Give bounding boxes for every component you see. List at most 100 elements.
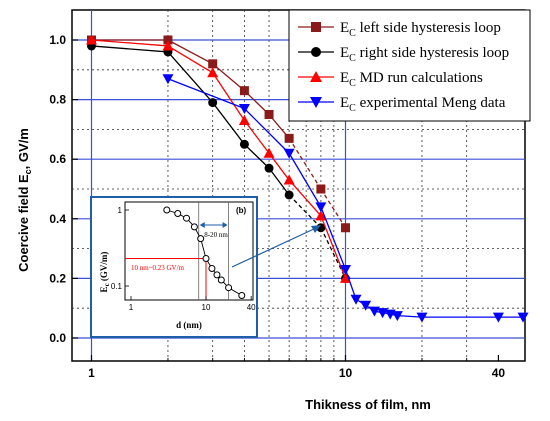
series-1-segment [167,39,213,65]
series-3-segment [91,39,169,47]
y-tick-label: 0.4 [49,212,66,226]
legend-label-prefix: E [340,95,349,111]
data-series [86,34,529,323]
inset-x-tick-label: 1 [129,303,134,312]
series-3-segment [167,45,214,74]
series-3-segment [288,179,322,217]
legend-label: EC experimental Meng data [340,95,506,114]
legend-label-sub: C [349,78,356,89]
series-4-segment [243,108,290,154]
inset-marker [213,271,221,279]
series-2-marker [239,139,249,149]
x-axis-title: Thikness of film, nm [305,397,431,412]
inset-y-tick-label: 1 [118,206,123,215]
legend-label-text: experimental Meng data [356,95,506,111]
legend-label-text: right side hysteresis loop [356,45,509,61]
inset-y-axis-title-unit: (GV/m) [99,252,109,284]
inset-x-axis-title: d (nm) [176,320,202,330]
legend-label: EC MD run calculations [340,70,483,89]
series-3-marker [238,114,250,125]
legend-marker [311,47,321,57]
series-3-marker [86,34,97,45]
series-4-marker [391,311,403,322]
series-1-segment [212,63,245,92]
series-4-marker [340,264,351,275]
series-3 [86,34,351,283]
y-tick-label: 1.0 [49,33,66,47]
inset-content: 1 10 40 1 0.1 [111,202,256,312]
inset-pointer-arrow [231,227,317,268]
x-tick-label: 1 [88,366,95,380]
legend-label-prefix: E [340,70,349,86]
inset-range-annotation: 8-20 nm [204,231,228,239]
series-4-marker [315,202,327,213]
inset-marker [208,264,216,272]
series-4-segment [320,206,347,270]
series-4-marker [517,312,529,323]
legend-label-text: MD run calculations [356,70,483,86]
y-tick-label: 0.2 [49,271,66,285]
series-1-marker [284,133,294,143]
legend-label: EC left side hysteresis loop [340,20,501,39]
series-3-segment [320,215,347,279]
series-3-segment [243,120,270,154]
legend-marker [310,97,322,108]
inset-marker [163,206,171,214]
inset-y-axis-title-main: E [99,286,109,292]
inset-y-axis-title-sub: c [103,283,111,286]
series-4-marker [350,294,362,305]
series-4-marker [162,74,174,85]
inset-marker [183,214,191,222]
inset-range-arrowhead-left [199,222,205,228]
axes: 0.0 0.2 0.4 0.6 0.8 1.0 1 10 40 [49,33,505,380]
series-2-segment [91,45,169,53]
inset-marker [225,284,233,292]
series-2-segment [320,227,347,279]
series-4-marker [238,104,250,115]
series-3-marker [283,174,295,185]
series-4-marker [283,148,295,159]
inset-pointer-arrowhead [311,225,321,233]
inset-y-axis-title: Ec (GV/m) [99,252,111,293]
series-4-marker [492,312,504,323]
y-axis-title-sub: c [23,169,33,174]
inset-plot-area [124,201,254,301]
series-2-marker [284,190,294,200]
y-axis-title-main: Coercive field E [16,174,31,272]
inset-marker [217,276,225,284]
series-1-marker [239,86,249,96]
inset-panel-label: (b) [236,206,247,215]
inset-x-tick-label: 10 [202,303,211,312]
series-3-marker [340,272,351,283]
inset-y-tick-label: 0.1 [111,282,123,291]
series-4-segment [288,152,322,208]
legend-label-sub: C [349,53,356,64]
legend-label-text: left side hysteresis loop [356,20,501,36]
series-1-marker [316,184,326,194]
series-3-segment [212,72,245,121]
x-tick-label: 10 [339,366,353,380]
legend-label: EC right side hysteresis loop [340,45,509,64]
inset-marker [174,209,182,217]
series-2-segment [167,51,214,104]
series-2-segment [288,194,322,229]
legend-label-prefix: E [340,20,349,36]
series-1 [87,35,350,233]
series-1-marker [163,35,173,45]
series-4-segment [167,78,245,110]
series-2-segment [243,143,270,169]
series-2-segment [212,102,245,145]
series-1-segment [288,137,322,190]
series-1-marker [341,223,350,233]
inset-marker [190,223,198,231]
series-4-segment [344,269,357,300]
y-tick-label: 0.6 [49,152,66,166]
series-2-marker [264,163,274,173]
inset-point-annotation: 10 nm~0.23 GV/m [131,264,185,272]
y-axis-title-unit: , GV/m [16,128,31,169]
inset-marker [202,255,210,263]
series-4-marker [368,306,380,317]
series-4-marker [360,300,372,311]
